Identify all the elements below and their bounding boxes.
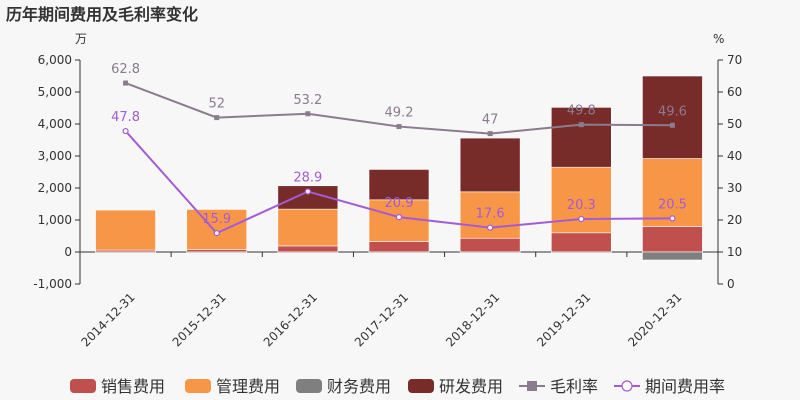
bar-segment	[368, 199, 430, 242]
legend-marker[interactable]	[621, 380, 633, 392]
x-tick-label: 2016-12-31	[261, 290, 320, 349]
data-label: 49.2	[385, 106, 414, 121]
bar-segment	[550, 251, 612, 254]
bar-segment	[459, 237, 521, 253]
line-point	[487, 131, 493, 137]
data-label: 49.6	[658, 104, 687, 119]
left-tick-label: 5,000	[38, 85, 72, 99]
right-tick-label: 70	[727, 53, 742, 67]
data-label: 20.5	[658, 197, 687, 212]
right-tick-label: 20	[727, 213, 742, 227]
line-point	[213, 230, 220, 237]
bar-segment	[186, 251, 248, 254]
x-tick-label: 2017-12-31	[352, 290, 411, 349]
bar-segment	[459, 251, 521, 254]
legend-swatch[interactable]	[185, 379, 211, 393]
bar-segment	[642, 251, 703, 261]
right-tick-label: 30	[727, 181, 742, 195]
right-tick-label: 40	[727, 149, 742, 163]
data-label: 28.9	[293, 171, 322, 186]
x-tick-label: 2020-12-31	[625, 290, 684, 349]
chart-title: 历年期间费用及毛利率变化	[6, 5, 198, 24]
data-label: 47.8	[111, 110, 140, 125]
left-axis-unit: 万	[75, 32, 87, 46]
left-tick-label: 3,000	[38, 149, 72, 163]
line-point	[395, 214, 403, 221]
left-tick-label: 1,000	[38, 213, 72, 227]
left-tick-label: 4,000	[38, 117, 72, 131]
x-tick-label: 2018-12-31	[443, 290, 502, 349]
legend-label[interactable]: 期间费用率	[645, 377, 725, 396]
right-tick-label: 10	[727, 245, 742, 259]
bar-segment	[642, 158, 703, 227]
legend-swatch[interactable]	[70, 379, 96, 393]
line-point	[578, 215, 585, 223]
line-point	[305, 111, 311, 117]
right-axis-unit: %	[713, 32, 724, 46]
bar-segment	[550, 232, 612, 253]
bar-segment	[368, 169, 430, 201]
bar-segment	[642, 226, 703, 253]
data-label: 20.3	[567, 198, 596, 213]
left-tick-label: 0	[64, 245, 72, 259]
legend[interactable]: 销售费用 管理费用 财务费用 研发费用 毛利率 期间费用率	[70, 377, 725, 396]
legend-label[interactable]: 毛利率	[550, 377, 598, 396]
line-point	[122, 127, 129, 135]
bar-segment	[277, 185, 339, 210]
legend-label[interactable]: 管理费用	[216, 377, 280, 396]
bar-segment	[186, 249, 248, 253]
x-tick-label: 2019-12-31	[534, 290, 593, 349]
bar-segment	[368, 241, 430, 253]
bar-segment	[277, 245, 339, 253]
data-label: 15.9	[202, 212, 231, 227]
bar-segment	[368, 251, 430, 254]
bar-segment	[277, 251, 339, 254]
legend-label[interactable]: 研发费用	[439, 377, 503, 396]
legend-marker[interactable]	[527, 381, 537, 391]
legend-label[interactable]: 销售费用	[101, 377, 165, 396]
line-point	[214, 115, 220, 121]
bar-segment	[95, 251, 156, 254]
right-tick-label: 60	[727, 85, 742, 99]
lines: 62.8 52 53.2 49.2 47 49.8 49.6 47.8 15.9 28.9 20.9…	[111, 62, 687, 237]
legend-swatch[interactable]	[296, 379, 322, 393]
line-point	[578, 122, 584, 128]
right-tick-label: 50	[727, 117, 742, 131]
left-tick-label: 2,000	[38, 181, 72, 195]
line-point	[669, 122, 675, 128]
data-label: 20.9	[385, 196, 414, 211]
left-tick-label: 6,000	[38, 53, 72, 67]
data-label: 52	[208, 97, 225, 112]
legend-label[interactable]: 财务费用	[327, 377, 391, 396]
line-point	[123, 80, 129, 86]
bar-segment	[277, 208, 339, 247]
line-point	[669, 215, 676, 222]
bars	[95, 75, 703, 261]
bar-segment	[459, 137, 521, 193]
bar-segment	[642, 75, 703, 159]
data-label: 62.8	[111, 62, 140, 77]
left-tick-label: -1,000	[33, 277, 72, 291]
data-label: 53.2	[293, 93, 322, 108]
bar-segment	[550, 107, 612, 168]
bar-segment	[186, 209, 248, 250]
x-tick-label: 2015-12-31	[170, 290, 229, 349]
right-tick-label: 0	[727, 277, 735, 291]
line-point	[396, 124, 402, 130]
x-tick-label: 2014-12-31	[78, 290, 137, 349]
data-label: 47	[482, 113, 499, 128]
legend-swatch[interactable]	[408, 379, 434, 393]
data-label: 49.8	[567, 104, 596, 119]
bar-segment	[95, 209, 156, 251]
line-point	[304, 188, 311, 195]
line-point	[487, 224, 494, 231]
data-label: 17.6	[476, 207, 505, 222]
